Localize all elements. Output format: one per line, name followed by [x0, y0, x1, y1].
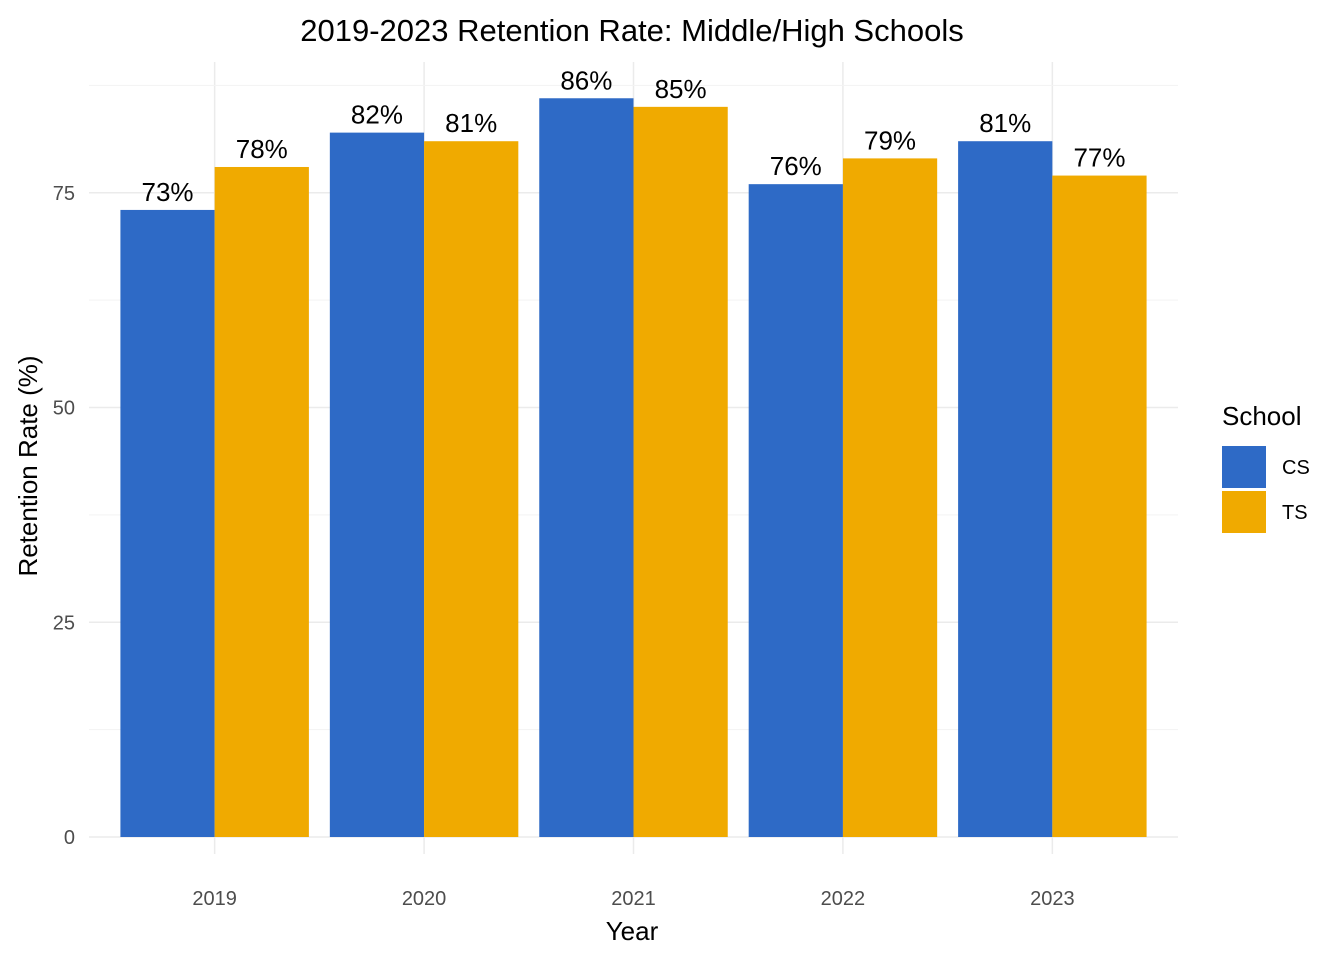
x-tick-label: 2019 [192, 888, 237, 910]
data-label: 81% [445, 108, 497, 138]
bar-cs [539, 98, 634, 837]
bar-ts [214, 166, 309, 838]
y-tick-label: 50 [53, 398, 75, 420]
legend-title: School [1222, 401, 1302, 431]
y-axis-ticks: 0 25 50 75 [53, 183, 75, 849]
bar-ts [1052, 175, 1147, 837]
data-label: 81% [979, 108, 1031, 138]
x-tick-label: 2022 [821, 888, 866, 910]
bar-ts [424, 141, 519, 837]
legend-label: CS [1282, 457, 1310, 479]
legend-items: CS TS [1222, 446, 1310, 533]
bar-cs [958, 141, 1053, 837]
legend-label: TS [1282, 502, 1308, 524]
data-label: 79% [864, 125, 916, 155]
data-label: 82% [351, 100, 403, 130]
legend-swatch-cs [1222, 446, 1266, 488]
bar-group [120, 98, 1147, 838]
x-tick-label: 2023 [1030, 888, 1075, 910]
x-tick-label: 2020 [402, 888, 447, 910]
data-label: 86% [560, 65, 612, 95]
legend-swatch-ts [1222, 491, 1266, 533]
data-label-group: 73% 82% 86% 76% 81% 78% 81% 85% 79% 77% [142, 65, 1126, 207]
bar-cs [120, 209, 215, 837]
y-axis-title: Retention Rate (%) [13, 355, 43, 576]
data-label: 76% [770, 151, 822, 181]
y-tick-label: 0 [64, 827, 75, 849]
y-tick-label: 25 [53, 612, 75, 634]
bar-ts [842, 158, 938, 837]
bar-cs [329, 132, 425, 837]
chart-title: 2019-2023 Retention Rate: Middle/High Sc… [300, 13, 963, 48]
x-axis-title: Year [606, 916, 659, 946]
x-axis-ticks: 2019 2020 2021 2022 2023 [192, 888, 1074, 910]
x-tick-label: 2021 [611, 888, 656, 910]
data-label: 85% [655, 74, 707, 104]
data-label: 78% [236, 134, 288, 164]
y-tick-label: 75 [53, 183, 75, 205]
data-label: 77% [1073, 143, 1125, 173]
bar-cs [748, 184, 843, 837]
data-label: 73% [142, 177, 194, 207]
bar-ts [633, 106, 728, 838]
legend: School CS TS [1222, 401, 1310, 533]
